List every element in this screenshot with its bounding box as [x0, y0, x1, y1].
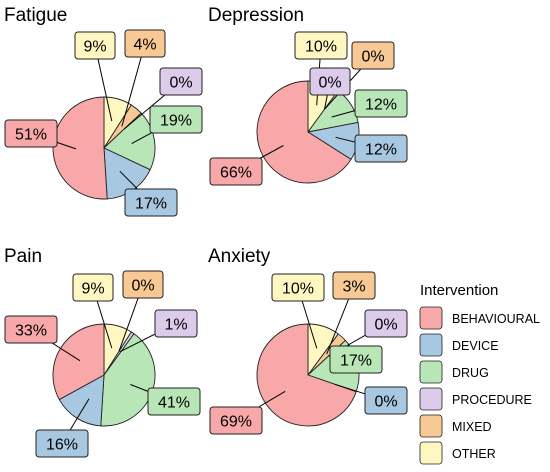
pie-title-depression: Depression [208, 5, 304, 26]
labels-layer: 51% 17% 19% 0% 4% 9% 66% 12% 12% 0% 0% 10% 33% 16% 41%… [4, 29, 408, 458]
label-box-depression-device [354, 134, 408, 163]
label-box-anxiety-mixed [332, 271, 376, 300]
slice-pain-behavioural [52, 323, 105, 401]
label-box-pain-drug [147, 387, 201, 416]
legend-label-behavioural: BEHAVIOURAL [452, 312, 540, 326]
data-label-fatigue-behavioural: 51% [15, 127, 47, 144]
label-box-anxiety-behavioural [209, 406, 263, 435]
legend-label-mixed: MIXED [452, 420, 492, 434]
label-box-anxiety-device [364, 386, 408, 415]
legend-title: Intervention [420, 282, 498, 299]
pie-title-pain: Pain [4, 246, 42, 267]
label-box-pain-behavioural [4, 315, 58, 344]
label-box-depression-other [294, 31, 348, 60]
slice-fatigue-behavioural [52, 96, 108, 200]
label-box-fatigue-other [74, 31, 116, 60]
data-label-anxiety-other: 10% [282, 281, 314, 298]
label-box-pain-procedure [154, 309, 198, 338]
data-label-fatigue-drug: 19% [160, 113, 192, 130]
slice-fatigue-drug [103, 112, 156, 171]
data-label-depression-behavioural: 66% [220, 165, 252, 182]
label-box-anxiety-procedure [364, 309, 408, 338]
label-box-depression-mixed [351, 41, 395, 70]
legend-label-device: DEVICE [452, 339, 499, 353]
label-box-fatigue-device [124, 188, 178, 217]
data-label-depression-other: 10% [305, 39, 337, 56]
pies-layer [52, 80, 360, 427]
label-box-depression-drug [354, 89, 408, 118]
label-box-fatigue-drug [149, 105, 203, 134]
legend-swatch-device [419, 333, 443, 357]
label-box-fatigue-procedure [159, 67, 203, 96]
legend-label-other: OTHER [452, 447, 496, 461]
label-box-pain-mixed [122, 270, 164, 299]
data-label-pain-device: 16% [46, 437, 78, 454]
data-label-pain-drug: 41% [158, 395, 190, 412]
label-box-pain-device [35, 429, 89, 458]
data-label-anxiety-drug: 17% [340, 353, 372, 370]
label-box-pain-other [72, 273, 114, 302]
label-box-anxiety-other [271, 273, 325, 302]
legend-swatch-procedure [419, 387, 443, 411]
data-label-fatigue-mixed: 4% [133, 37, 156, 54]
data-label-pain-procedure: 1% [164, 317, 187, 334]
data-label-pain-behavioural: 33% [15, 323, 47, 340]
label-box-depression-procedure [309, 67, 351, 96]
pie-title-fatigue: Fatigue [4, 5, 67, 26]
pie-fatigue [52, 96, 156, 200]
data-label-fatigue-procedure: 0% [169, 75, 192, 92]
pie-depression [256, 80, 360, 184]
pie-anxiety [256, 323, 360, 427]
label-box-fatigue-mixed [124, 29, 166, 58]
data-label-depression-drug: 12% [365, 97, 397, 114]
legend-swatch-mixed [419, 414, 443, 438]
data-label-depression-device: 12% [365, 142, 397, 159]
data-label-depression-mixed: 0% [361, 49, 384, 66]
data-label-pain-mixed: 0% [131, 278, 154, 295]
slice-anxiety-behavioural [256, 323, 357, 427]
legend-swatch-behavioural [419, 306, 443, 330]
label-box-depression-behavioural [209, 157, 263, 186]
label-box-fatigue-behavioural [4, 119, 58, 148]
data-label-anxiety-device: 0% [374, 394, 397, 411]
legend-swatch-drug [419, 360, 443, 384]
legend-label-procedure: PROCEDURE [452, 393, 532, 407]
data-label-depression-procedure: 0% [318, 75, 341, 92]
legend-label-drug: DRUG [452, 366, 489, 380]
data-label-anxiety-behavioural: 69% [220, 414, 252, 431]
label-box-anxiety-drug [329, 345, 383, 374]
data-label-anxiety-mixed: 3% [342, 279, 365, 296]
data-label-anxiety-procedure: 0% [374, 317, 397, 334]
legend: Intervention BEHAVIOURAL DEVICE DRUG PRO… [419, 282, 540, 465]
slice-pain-device [58, 374, 105, 427]
data-label-fatigue-device: 17% [135, 196, 167, 213]
legend-swatch-other [419, 441, 443, 465]
pie-title-anxiety: Anxiety [208, 246, 271, 267]
pie-pain [52, 323, 156, 427]
data-label-pain-other: 9% [81, 281, 104, 298]
data-label-fatigue-other: 9% [83, 39, 106, 56]
